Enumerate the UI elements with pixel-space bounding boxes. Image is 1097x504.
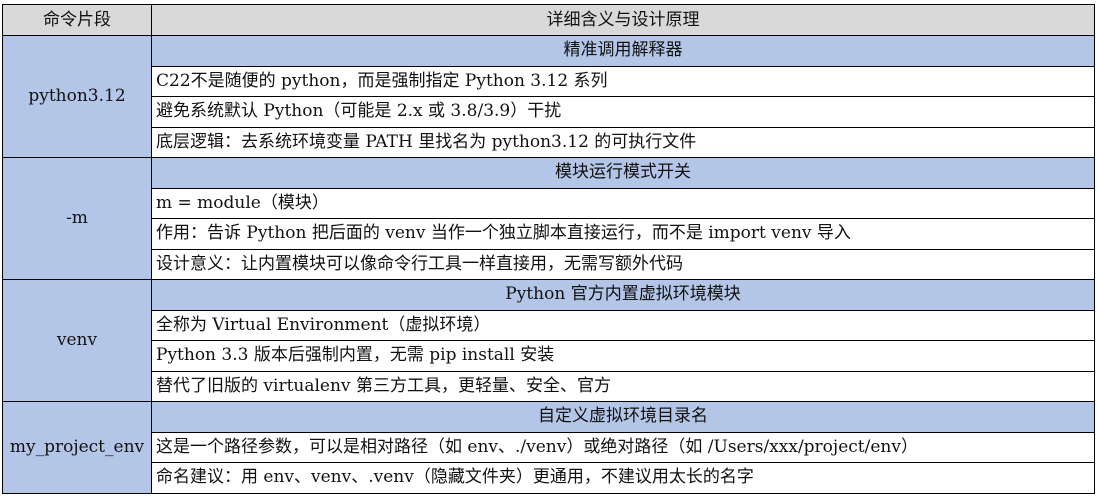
- detail-cell: Python 3.3 版本后强制内置，无需 pip install 安装: [151, 340, 1095, 372]
- table-row: C22不是随便的 python，而是强制指定 Python 3.12 系列: [3, 65, 1095, 97]
- header-row: 命令片段 详细含义与设计原理: [2, 4, 1095, 36]
- table-row: m = module（模块）: [3, 187, 1095, 219]
- header-detail: 详细含义与设计原理: [151, 4, 1095, 36]
- segment-cell: python3.12: [2, 35, 152, 158]
- detail-cell: m = module（模块）: [151, 187, 1095, 219]
- section-title: Python 官方内置虚拟环境模块: [151, 279, 1095, 311]
- detail-cell: 底层逻辑：去系统环境变量 PATH 里找名为 python3.12 的可执行文件: [151, 126, 1095, 158]
- table-row: 作用：告诉 Python 把后面的 venv 当作一个独立脚本直接运行，而不是 …: [3, 218, 1095, 250]
- table-row: 设计意义：让内置模块可以像命令行工具一样直接用，无需写额外代码: [3, 248, 1095, 280]
- segment-cell: my_project_env: [2, 401, 152, 494]
- section-title: 精准调用解释器: [151, 35, 1095, 67]
- detail-cell: 作用：告诉 Python 把后面的 venv 当作一个独立脚本直接运行，而不是 …: [151, 218, 1095, 250]
- section-header-row: venv Python 官方内置虚拟环境模块: [2, 279, 1095, 402]
- table-row: 这是一个路径参数，可以是相对路径（如 env、./venv）或绝对路径（如 /U…: [3, 431, 1095, 463]
- table-row: Python 3.3 版本后强制内置，无需 pip install 安装: [3, 340, 1095, 372]
- detail-cell: 全称为 Virtual Environment（虚拟环境）: [151, 309, 1095, 341]
- section-header-row: python3.12 精准调用解释器: [2, 35, 1095, 158]
- segment-cell: venv: [2, 279, 152, 402]
- header-segment: 命令片段: [2, 4, 152, 36]
- table-row: 命名建议：用 env、venv、.venv（隐藏文件夹）更通用，不建议用太长的名…: [3, 462, 1095, 494]
- segment-cell: -m: [2, 157, 152, 280]
- detail-cell: 命名建议：用 env、venv、.venv（隐藏文件夹）更通用，不建议用太长的名…: [151, 462, 1095, 494]
- detail-cell: 设计意义：让内置模块可以像命令行工具一样直接用，无需写额外代码: [151, 248, 1095, 280]
- table-row: 替代了旧版的 virtualenv 第三方工具，更轻量、安全、官方: [3, 370, 1095, 402]
- detail-cell: C22不是随便的 python，而是强制指定 Python 3.12 系列: [151, 65, 1095, 97]
- command-explanation-table: 命令片段 详细含义与设计原理 python3.12 精准调用解释器 C22不是随便的…: [2, 4, 1095, 494]
- table-row: 底层逻辑：去系统环境变量 PATH 里找名为 python3.12 的可执行文件: [3, 126, 1095, 158]
- section-title: 模块运行模式开关: [151, 157, 1095, 189]
- detail-cell: 避免系统默认 Python（可能是 2.x 或 3.8/3.9）干扰: [151, 96, 1095, 128]
- section-header-row: my_project_env 自定义虚拟环境目录名: [2, 401, 1095, 494]
- table-row: 全称为 Virtual Environment（虚拟环境）: [3, 309, 1095, 341]
- table-row: 避免系统默认 Python（可能是 2.x 或 3.8/3.9）干扰: [3, 96, 1095, 128]
- detail-cell: 替代了旧版的 virtualenv 第三方工具，更轻量、安全、官方: [151, 370, 1095, 402]
- section-header-row: -m 模块运行模式开关: [2, 157, 1095, 280]
- section-title: 自定义虚拟环境目录名: [151, 401, 1095, 433]
- detail-cell: 这是一个路径参数，可以是相对路径（如 env、./venv）或绝对路径（如 /U…: [151, 431, 1095, 463]
